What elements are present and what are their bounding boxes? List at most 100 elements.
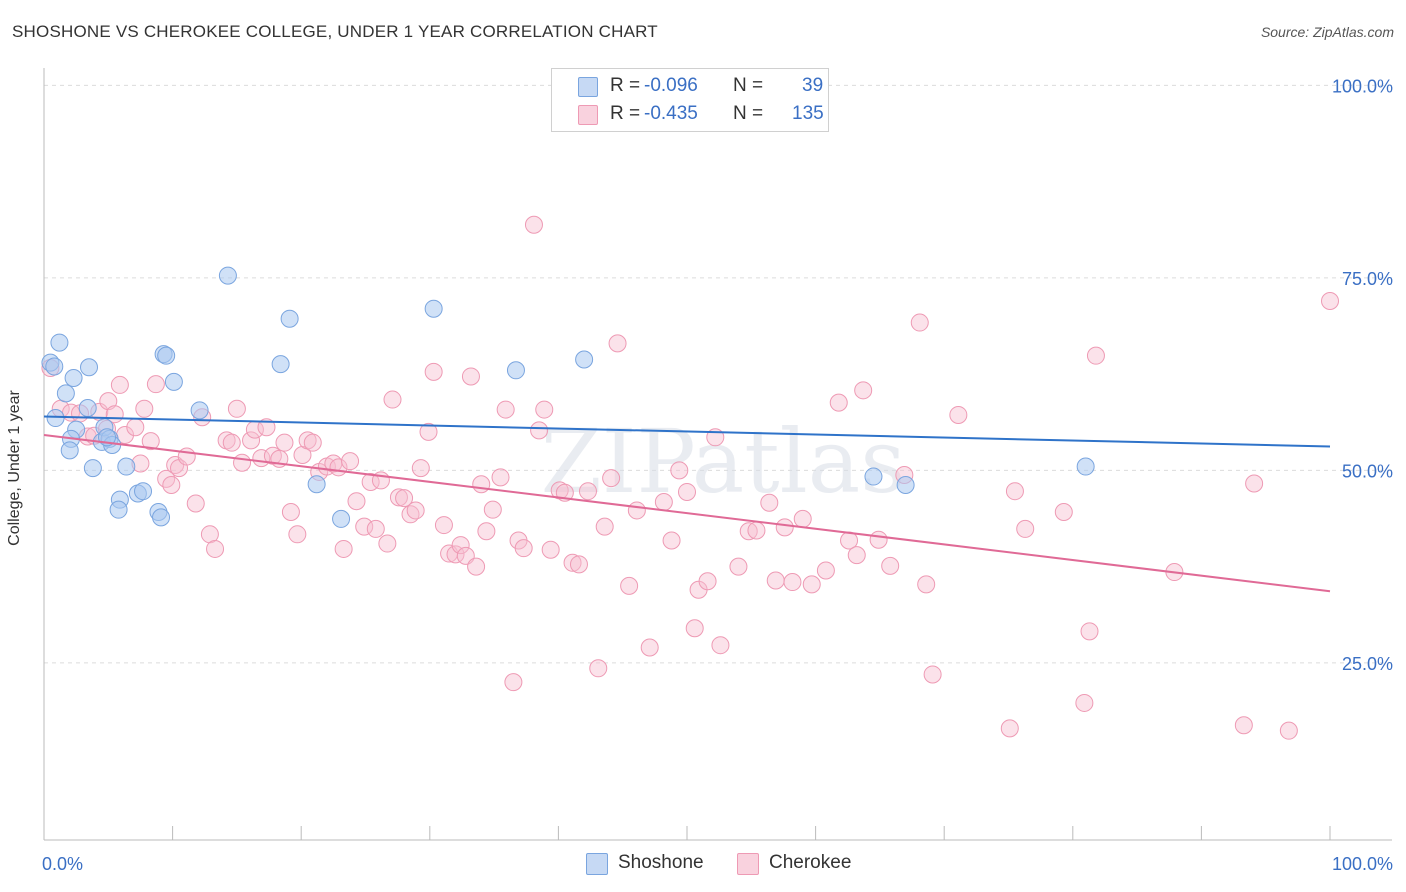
cherokee-point xyxy=(1054,502,1073,521)
axes xyxy=(43,68,1392,841)
cherokee-point xyxy=(729,557,748,576)
shoshone-point xyxy=(506,361,525,380)
cherokee-point xyxy=(406,501,425,520)
cherokee-point xyxy=(917,575,936,594)
legend-n-value: 39 xyxy=(802,75,824,96)
shoshone-point xyxy=(1076,457,1095,476)
legend-label-shoshone: Shoshone xyxy=(618,852,704,873)
shoshone-point xyxy=(50,333,69,352)
cherokee-point xyxy=(760,493,779,512)
cherokee-point xyxy=(923,665,942,684)
legend-r-value: -0.435 xyxy=(644,103,698,124)
cherokee-point xyxy=(640,638,659,657)
y-tick-labels: 100.0% 75.0% 50.0% 25.0% xyxy=(1332,76,1393,674)
cherokee-point xyxy=(504,673,523,692)
cherokee-point xyxy=(1279,721,1298,740)
cherokee-point xyxy=(451,536,470,555)
cherokee-point xyxy=(126,418,145,437)
cherokee-point xyxy=(541,540,560,559)
shoshone-point xyxy=(280,309,299,328)
shoshone-point xyxy=(78,399,97,418)
cherokee-point xyxy=(816,561,835,580)
cherokee-point xyxy=(678,482,696,501)
cherokee-point xyxy=(411,459,430,478)
cherokee-point xyxy=(530,421,549,440)
x-tick-label-max: 100.0% xyxy=(1332,854,1393,874)
cherokee-point xyxy=(434,516,453,535)
cherokee-point xyxy=(1016,519,1035,538)
cherokee-point xyxy=(177,447,196,466)
cherokee-point xyxy=(1005,482,1024,501)
x-tick-label-min: 0.0% xyxy=(42,854,83,874)
legend-n-label: N = xyxy=(733,103,764,124)
cherokee-point xyxy=(685,619,704,638)
cherokee-point xyxy=(200,525,219,544)
legend-label-cherokee: Cherokee xyxy=(769,852,852,873)
cherokee-point xyxy=(1086,346,1105,365)
x-tick-labels: 0.0% 100.0% xyxy=(42,854,1393,874)
cherokee-point xyxy=(670,461,689,480)
shoshone-swatch xyxy=(586,853,608,875)
cherokee-point xyxy=(347,492,366,511)
cherokee-point xyxy=(206,539,225,558)
cherokee-point xyxy=(395,489,414,508)
y-tick-label: 50.0% xyxy=(1342,461,1393,481)
cherokee-point xyxy=(483,500,502,519)
chart-title: SHOSHONE VS CHEROKEE COLLEGE, UNDER 1 YE… xyxy=(12,22,658,41)
grid-lines xyxy=(44,84,1392,664)
shoshone-point xyxy=(218,266,237,285)
shoshone-point xyxy=(60,441,79,460)
cherokee-point xyxy=(869,530,888,549)
cherokee-point xyxy=(739,522,758,541)
cherokee-point xyxy=(383,390,402,409)
legend-r-value: -0.096 xyxy=(644,75,698,96)
shoshone-point xyxy=(896,476,915,495)
shoshone-point xyxy=(134,482,153,501)
shoshone-points xyxy=(41,266,1095,528)
shoshone-point xyxy=(46,409,65,428)
cherokee-point xyxy=(222,433,241,452)
legend-n-label: N = xyxy=(733,75,764,96)
cherokee-point xyxy=(1321,292,1339,310)
cherokee-point xyxy=(563,553,582,572)
shoshone-swatch xyxy=(578,77,598,97)
cherokee-point xyxy=(654,492,673,511)
shoshone-point xyxy=(152,508,171,527)
cherokee-point xyxy=(854,381,873,400)
cherokee-point xyxy=(535,400,554,419)
cherokee-point xyxy=(949,405,968,424)
shoshone-point xyxy=(117,457,136,476)
cherokee-swatch xyxy=(737,853,759,875)
cherokee-point xyxy=(775,518,794,537)
cherokee-point xyxy=(461,367,480,386)
legend-r-label: R = xyxy=(610,103,641,124)
shoshone-point xyxy=(45,357,64,376)
cherokee-point xyxy=(467,557,486,576)
y-tick-label: 25.0% xyxy=(1342,654,1393,674)
chart-source: Source: ZipAtlas.com xyxy=(1260,24,1394,40)
cherokee-point xyxy=(608,334,627,353)
shoshone-point xyxy=(109,500,128,519)
cherokee-point xyxy=(662,531,681,550)
cherokee-point xyxy=(1075,693,1094,712)
cherokee-point xyxy=(293,446,312,464)
shoshone-trend-line xyxy=(43,415,1331,448)
cherokee-point xyxy=(162,476,181,495)
cherokee-point xyxy=(766,571,785,590)
cherokee-point xyxy=(242,431,261,450)
cherokee-point xyxy=(227,399,246,418)
cherokee-point xyxy=(578,482,597,501)
cherokee-point xyxy=(334,539,353,558)
cherokee-point xyxy=(472,475,491,494)
cherokee-point xyxy=(477,522,496,541)
cherokee-point xyxy=(146,375,165,394)
shoshone-point xyxy=(157,346,176,365)
cherokee-point xyxy=(389,488,408,507)
cherokee-point xyxy=(793,509,812,528)
shoshone-point xyxy=(332,509,351,528)
cherokee-point xyxy=(275,433,294,452)
cherokee-point xyxy=(802,575,821,594)
shoshone-point xyxy=(271,355,290,374)
cherokee-point xyxy=(829,393,848,412)
